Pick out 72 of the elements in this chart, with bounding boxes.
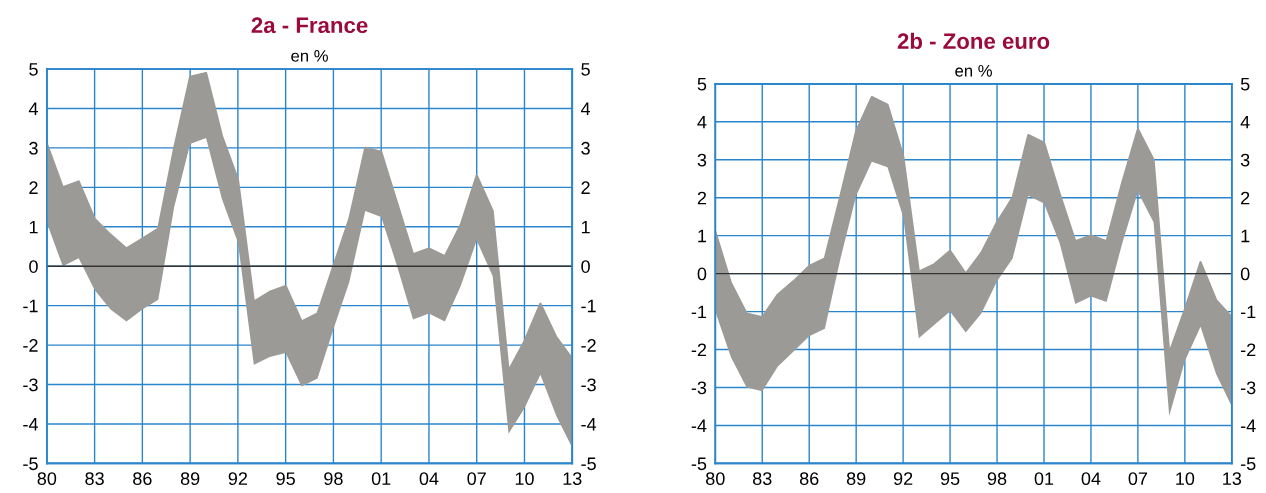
y-tick-label: 5 bbox=[29, 63, 38, 76]
y2-tick-label: 3 bbox=[581, 141, 590, 155]
y-tick-label: 1 bbox=[698, 229, 707, 243]
x-tick-label: 13 bbox=[563, 472, 582, 486]
x-tick-label: 01 bbox=[1034, 472, 1054, 486]
x-tick-label: 89 bbox=[180, 472, 200, 486]
y2-tick-label: -2 bbox=[1240, 343, 1256, 357]
y-tick-label: -4 bbox=[691, 419, 707, 432]
x-tick-label: 80 bbox=[706, 472, 725, 486]
y-tick-label: 3 bbox=[29, 141, 38, 155]
y-tick-label: 2 bbox=[697, 191, 707, 205]
y2-tick-label: -4 bbox=[1240, 419, 1256, 432]
x-tick-label: 83 bbox=[85, 472, 104, 486]
y-tick-label: -5 bbox=[691, 457, 707, 471]
y2-tick-label: -5 bbox=[1240, 457, 1256, 471]
y2-tick-label: -3 bbox=[581, 378, 596, 392]
y2-tick-label: 5 bbox=[581, 63, 590, 76]
chart-subtitle: en % bbox=[955, 64, 992, 77]
y-tick-label: -3 bbox=[23, 378, 38, 392]
x-tick-label: 01 bbox=[371, 472, 391, 486]
y2-tick-label: 4 bbox=[1240, 115, 1250, 129]
y-tick-label: -3 bbox=[691, 381, 707, 395]
y2-tick-label: -4 bbox=[581, 418, 597, 431]
x-tick-label: 98 bbox=[324, 472, 343, 486]
x-tick-label: 04 bbox=[419, 472, 439, 486]
y-tick-label: 1 bbox=[29, 220, 38, 234]
x-tick-label: 10 bbox=[1176, 472, 1195, 486]
chart-subtitle: en % bbox=[291, 50, 328, 62]
x-tick-label: 95 bbox=[276, 472, 295, 486]
y2-tick-label: 2 bbox=[581, 181, 590, 194]
y2-tick-label: -1 bbox=[581, 299, 596, 313]
x-tick-label: 89 bbox=[846, 472, 866, 486]
y2-tick-label: 3 bbox=[1240, 153, 1250, 167]
y2-tick-label: 0 bbox=[1240, 267, 1250, 281]
y-tick-label: -1 bbox=[23, 299, 38, 313]
y-tick-label: -2 bbox=[691, 343, 707, 357]
y2-tick-label: 5 bbox=[1240, 77, 1250, 91]
y2-tick-label: 0 bbox=[581, 260, 590, 273]
y-tick-label: 4 bbox=[697, 115, 707, 129]
y2-tick-label: 1 bbox=[581, 220, 590, 234]
x-tick-label: 10 bbox=[515, 472, 534, 486]
y-tick-label: 3 bbox=[697, 153, 707, 167]
x-tick-label: 98 bbox=[987, 472, 1007, 486]
y2-tick-label: 1 bbox=[1241, 229, 1250, 243]
y-tick-label: 2 bbox=[29, 181, 38, 194]
x-tick-label: 86 bbox=[799, 472, 819, 486]
x-tick-label: 07 bbox=[1128, 472, 1148, 486]
y2-tick-label: -3 bbox=[1240, 381, 1256, 395]
y2-tick-label: 4 bbox=[580, 102, 591, 115]
y-tick-label: 5 bbox=[697, 77, 707, 91]
y-tick-label: 0 bbox=[697, 267, 707, 281]
y2-tick-label: -2 bbox=[581, 339, 596, 352]
x-tick-label: 95 bbox=[940, 472, 960, 486]
chart-title: 2b - Zone euro bbox=[897, 32, 1050, 50]
y2-tick-label: -1 bbox=[1240, 305, 1256, 319]
y-tick-label: -2 bbox=[23, 339, 38, 352]
x-tick-label: 92 bbox=[893, 472, 913, 486]
y-tick-label: -1 bbox=[691, 305, 707, 319]
x-tick-label: 13 bbox=[1223, 472, 1242, 486]
y-tick-label: 0 bbox=[29, 260, 38, 273]
y-tick-label: -4 bbox=[23, 418, 38, 431]
y2-tick-label: 2 bbox=[1241, 191, 1250, 205]
x-tick-label: 92 bbox=[228, 472, 248, 486]
y2-tick-label: -5 bbox=[581, 457, 596, 471]
x-tick-label: 07 bbox=[467, 472, 486, 486]
x-tick-label: 80 bbox=[37, 472, 57, 486]
x-tick-label: 86 bbox=[133, 472, 152, 486]
x-tick-label: 04 bbox=[1081, 472, 1101, 486]
x-tick-label: 83 bbox=[752, 472, 772, 486]
y-tick-label: 4 bbox=[28, 102, 38, 115]
chart-title: 2a - France bbox=[251, 17, 368, 34]
y-tick-label: -5 bbox=[23, 457, 38, 471]
